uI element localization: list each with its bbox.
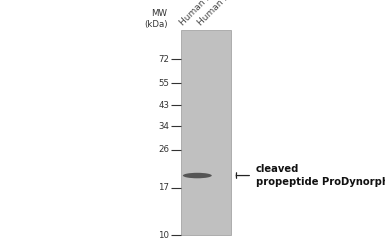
Text: 55: 55 <box>158 79 169 88</box>
Text: 17: 17 <box>158 183 169 192</box>
Text: 34: 34 <box>158 122 169 130</box>
Text: MW: MW <box>151 9 167 18</box>
Text: cleaved: cleaved <box>256 164 300 174</box>
Text: Human muscle: Human muscle <box>196 0 250 28</box>
Text: Human brain: Human brain <box>178 0 226 28</box>
Bar <box>181 30 231 235</box>
Ellipse shape <box>183 173 212 178</box>
Text: 10: 10 <box>158 230 169 239</box>
Text: 72: 72 <box>158 55 169 64</box>
Text: 43: 43 <box>158 101 169 110</box>
Text: 26: 26 <box>158 146 169 154</box>
Text: (kDa): (kDa) <box>144 20 167 30</box>
Text: propeptide ProDynorphin: propeptide ProDynorphin <box>256 178 385 188</box>
